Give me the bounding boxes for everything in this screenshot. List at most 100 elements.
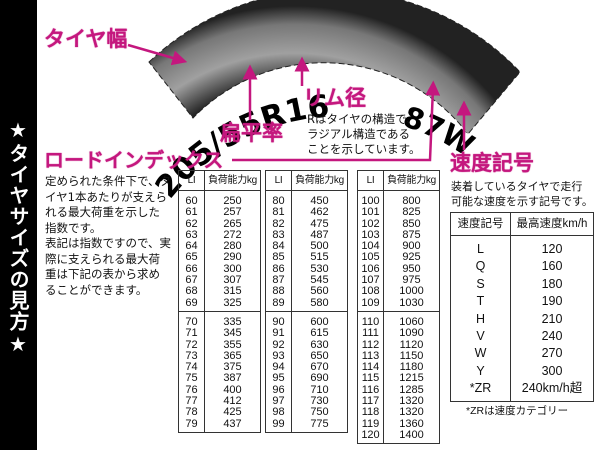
load-kg-cell: 257 [204, 206, 261, 219]
max-speed-cell: 190 [510, 293, 594, 311]
load-kg-cell: 335 [204, 312, 261, 329]
table-row: 118 1320 [357, 407, 440, 419]
max-speed-cell: 240 [510, 328, 594, 346]
li-cell: 101 [357, 206, 384, 219]
rim-description: Rはタイヤの構造で、 ラジアル構造である ことを示しています。 [307, 112, 421, 157]
table-row: 76 400 [178, 384, 261, 397]
table-row: 90 600 [265, 312, 348, 329]
max-speed-cell: 270 [510, 345, 594, 363]
load-kg-cell: 475 [291, 218, 348, 230]
li-cell: 118 [357, 407, 384, 419]
li-cell: 90 [265, 312, 292, 329]
header-speed-symbol: 速度記号 [450, 212, 511, 236]
table-row: 94 670 [265, 361, 348, 374]
load-kg-cell: 487 [291, 229, 348, 242]
load-kg-cell: 1030 [383, 297, 440, 312]
table-row: Q 160 [450, 258, 594, 276]
load-kg-cell: 1180 [383, 361, 440, 374]
rim-desc-line: ことを示しています。 [307, 142, 421, 156]
li-cell: 111 [357, 327, 384, 340]
load-kg-cell: 1120 [383, 339, 440, 351]
li-cell: 89 [265, 297, 292, 312]
header-li: LI [178, 170, 205, 191]
table-row: 86 530 [265, 263, 348, 276]
table-row: 100 800 [357, 190, 440, 208]
load-index-table: 90 600 91 615 92 630 93 650 94 670 95 690 96 710 97 730… [265, 312, 348, 433]
max-speed-cell: 180 [510, 275, 594, 294]
table-row: 97 730 [265, 395, 348, 408]
load-kg-cell: 900 [383, 240, 440, 253]
table-row: 116 1285 [357, 384, 440, 397]
table-row: 63 272 [178, 229, 261, 242]
load-kg-cell: 530 [291, 263, 348, 276]
load-kg-cell: 1320 [383, 395, 440, 408]
label-aspect-ratio: 扁平率 [220, 121, 283, 145]
table-row: 84 500 [265, 240, 348, 253]
li-cell: 88 [265, 286, 292, 298]
table-row: 67 307 [178, 274, 261, 287]
load-kg-cell: 670 [291, 361, 348, 374]
table-row: 107 975 [357, 274, 440, 287]
load-kg-cell: 300 [204, 263, 261, 276]
table-row: 110 1060 [357, 312, 440, 329]
rim-desc-line: Rはタイヤの構造で、 [307, 112, 418, 126]
max-speed-cell: 210 [510, 310, 594, 329]
table-row: 70 335 [178, 312, 261, 329]
load-index-table: 110 1060 111 1090 112 1120 113 1150 114 1180 115 12… [357, 312, 440, 445]
table-row: 62 265 [178, 218, 261, 230]
load-kg-cell: 345 [204, 327, 261, 340]
header-load-kg: 負荷能力kg [383, 170, 440, 191]
load-kg-cell: 615 [291, 327, 348, 340]
table-row: 92 630 [265, 339, 348, 351]
load-desc-line: れる最大荷重を示した [45, 205, 160, 219]
label-speed-symbol: 速度記号 [450, 151, 534, 175]
load-kg-cell: 307 [204, 274, 261, 287]
load-index-table: LI 負荷能力kg 80 450 81 462 82 475 83 487 84 500 85 515 86… [265, 170, 348, 312]
table-row: 88 560 [265, 286, 348, 298]
load-desc-line: 表記は指数ですので、実 [45, 236, 172, 250]
load-kg-cell: 450 [291, 190, 348, 208]
load-kg-cell: 710 [291, 384, 348, 397]
load-kg-cell: 580 [291, 297, 348, 312]
table-row: 61 257 [178, 206, 261, 219]
load-kg-cell: 775 [291, 418, 348, 433]
table-row: 89 580 [265, 297, 348, 312]
load-kg-cell: 560 [291, 286, 348, 298]
load-kg-cell: 1400 [383, 429, 440, 445]
li-cell: 68 [178, 286, 205, 298]
load-kg-cell: 250 [204, 190, 261, 208]
table-row: 73 365 [178, 350, 261, 363]
table-row: 98 750 [265, 407, 348, 419]
table-row: 120 1400 [357, 429, 440, 445]
table-row: 112 1120 [357, 339, 440, 351]
max-speed-cell: 240km/h超 [510, 380, 594, 402]
speed-symbol-cell: S [450, 275, 511, 294]
load-kg-cell: 1090 [383, 327, 440, 340]
li-cell: 81 [265, 206, 292, 219]
header-load-kg: 負荷能力kg [291, 170, 348, 191]
table-row: 96 710 [265, 384, 348, 397]
load-kg-cell: 1150 [383, 350, 440, 363]
load-kg-cell: 600 [291, 312, 348, 329]
li-cell: 91 [265, 327, 292, 340]
speed-symbol-cell: *ZR [450, 380, 511, 402]
load-kg-cell: 462 [291, 206, 348, 219]
load-kg-cell: 425 [204, 407, 261, 419]
li-cell: 69 [178, 297, 205, 312]
table-row: S 180 [450, 275, 594, 294]
li-cell: 60 [178, 190, 205, 208]
header-load-kg: 負荷能力kg [204, 170, 261, 191]
load-kg-cell: 500 [291, 240, 348, 253]
max-speed-cell: 300 [510, 362, 594, 381]
table-row: 87 545 [265, 274, 348, 287]
table-row: W 270 [450, 345, 594, 363]
load-kg-cell: 355 [204, 339, 261, 351]
load-kg-cell: 272 [204, 229, 261, 242]
label-rim-diameter: リム径 [303, 86, 366, 110]
load-kg-cell: 975 [383, 274, 440, 287]
li-cell: 79 [178, 418, 205, 433]
table-row: 93 650 [265, 350, 348, 363]
load-kg-cell: 412 [204, 395, 261, 408]
tire-tread [148, 0, 521, 135]
load-index-line [232, 80, 441, 162]
